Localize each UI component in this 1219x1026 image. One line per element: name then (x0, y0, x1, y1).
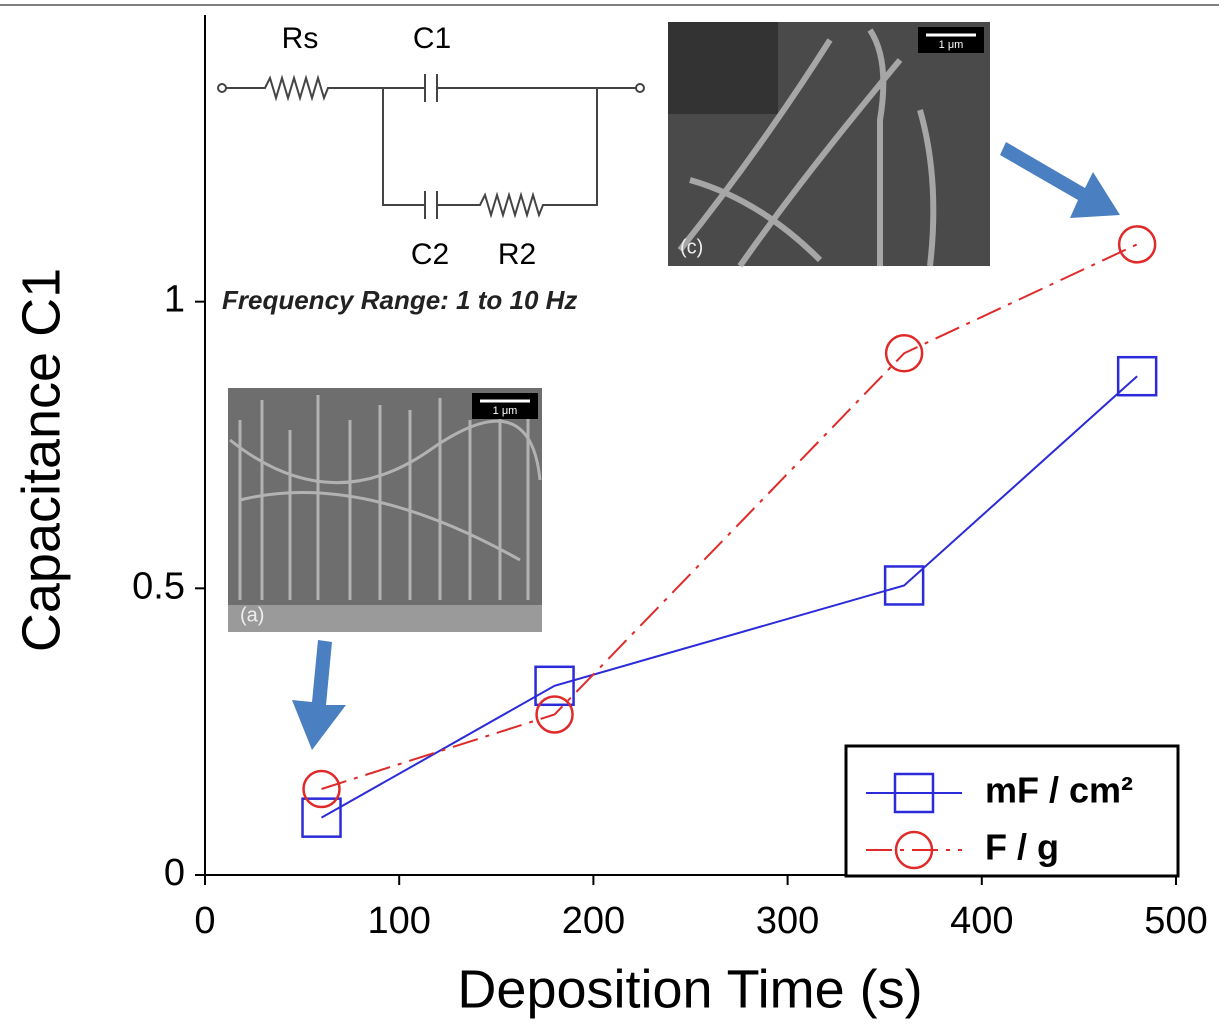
circuit-label: C2 (411, 238, 449, 271)
inset-image: 1 μm (a) (228, 388, 542, 632)
inset-label: (a) (240, 604, 264, 626)
x-tick-label: 100 (367, 900, 430, 942)
inset-label: (c) (680, 236, 703, 258)
data-point (884, 334, 924, 373)
x-tick-label: 400 (950, 900, 1013, 942)
circuit-label: R2 (498, 238, 536, 271)
circuit-label: C1 (413, 22, 451, 55)
y-tick-label: 0.5 (132, 565, 185, 607)
data-point (302, 769, 341, 809)
y-tick-label: 1 (164, 279, 185, 321)
y-axis-title: Capacitance C1 (11, 268, 71, 652)
x-tick-label: 200 (562, 900, 625, 942)
legend-label: mF / cm² (985, 770, 1133, 811)
scale-label: 1 μm (939, 39, 964, 51)
legend-label: F / g (985, 827, 1059, 868)
data-point (1117, 225, 1157, 264)
data-point (534, 665, 575, 707)
data-point (1116, 355, 1158, 397)
circuit-label: Rs (282, 22, 319, 55)
x-tick-label: 0 (194, 900, 215, 942)
data-point (301, 797, 342, 838)
data-point (883, 565, 925, 606)
y-tick-label: 0 (164, 852, 185, 894)
scale-label: 1 μm (493, 405, 518, 417)
legend-marker (894, 830, 934, 870)
x-axis-title: Deposition Time (s) (457, 959, 922, 1019)
x-tick-label: 500 (1144, 900, 1207, 942)
x-tick-label: 300 (756, 900, 819, 942)
circuit (217, 74, 645, 219)
series-line (321, 243, 1138, 790)
legend-marker (893, 772, 935, 814)
data-point (535, 695, 574, 734)
inset-image: 1 μm (c) (668, 22, 990, 268)
series-line (321, 375, 1138, 819)
arrow (292, 142, 1120, 750)
note: Frequency Range: 1 to 10 Hz (222, 285, 577, 315)
